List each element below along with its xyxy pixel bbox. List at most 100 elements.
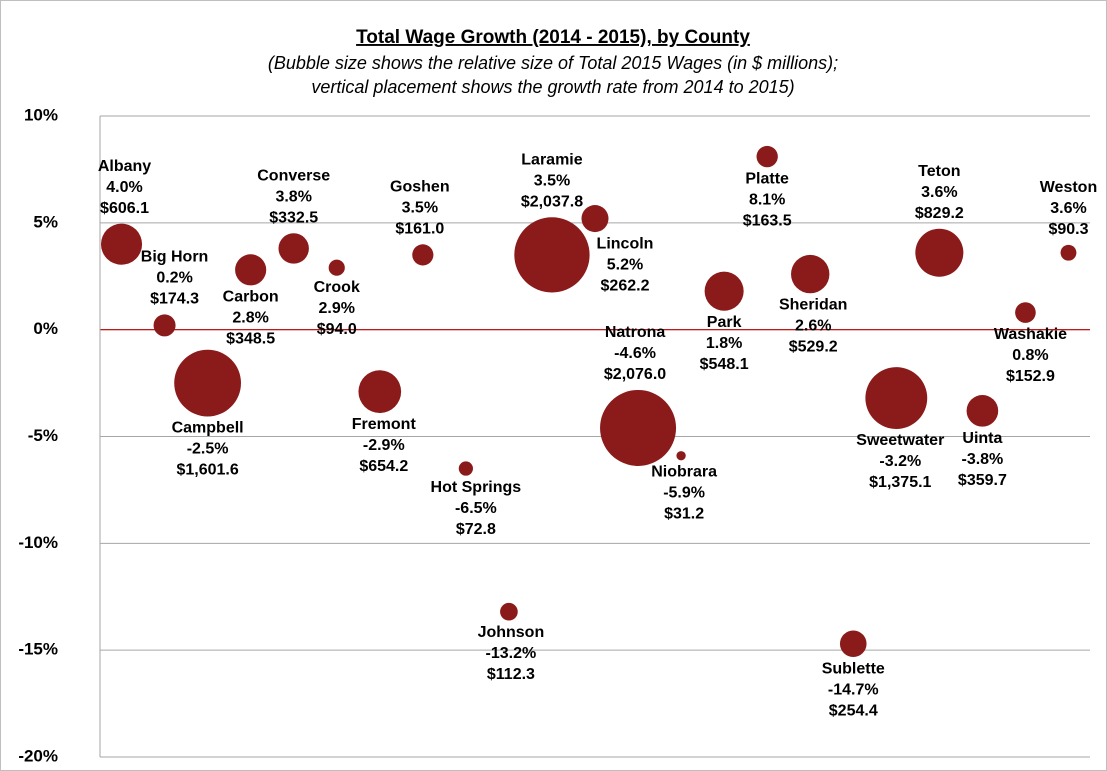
value-label: 4.0% (106, 179, 142, 196)
bubble (756, 145, 778, 168)
size-label: $152.9 (1006, 368, 1055, 385)
size-label: $94.0 (317, 321, 357, 338)
bubble (458, 461, 473, 476)
bubble (278, 233, 309, 264)
size-label: $348.5 (226, 331, 275, 348)
value-label: 5.2% (607, 256, 643, 273)
bubble-name: Big Horn (141, 249, 209, 266)
bubble (676, 451, 686, 461)
value-label: 3.8% (275, 188, 311, 205)
y-tick-label: -10% (18, 533, 58, 552)
bubble (600, 389, 677, 466)
bubble (174, 349, 241, 417)
size-label: $163.5 (743, 212, 792, 229)
size-label: $254.4 (829, 702, 878, 719)
bubble (153, 314, 176, 337)
bubble-name: Natrona (605, 324, 666, 341)
y-tick-label: 0% (33, 319, 58, 338)
bubble (412, 244, 434, 266)
size-label: $2,076.0 (604, 366, 666, 383)
bubble (839, 630, 867, 658)
bubble-name: Campbell (172, 420, 244, 437)
value-label: 3.5% (402, 200, 438, 217)
value-label: 0.2% (156, 270, 192, 287)
y-tick-label: -5% (28, 426, 58, 445)
value-label: -5.9% (663, 485, 705, 502)
value-label: -3.2% (879, 453, 921, 470)
bubble-name: Platte (745, 170, 789, 187)
value-label: -4.6% (614, 345, 656, 362)
value-label: -2.9% (363, 437, 405, 454)
bubble-name: Uinta (962, 430, 1002, 447)
bubble (966, 395, 999, 427)
bubble-name: Fremont (352, 416, 417, 433)
bubble-name: Carbon (223, 289, 279, 306)
y-tick-label: -20% (18, 746, 58, 765)
value-label: 0.8% (1012, 347, 1048, 364)
value-label: 2.8% (232, 310, 268, 327)
y-tick-label: -15% (18, 640, 58, 659)
bubble-name: Laramie (521, 151, 582, 168)
chart-subtitle: vertical placement shows the growth rate… (311, 77, 794, 97)
size-label: $31.2 (664, 506, 704, 523)
value-label: 3.6% (921, 184, 957, 201)
bubble (791, 254, 830, 294)
bubble (358, 370, 402, 413)
bubble (704, 271, 744, 311)
size-label: $112.3 (487, 666, 535, 683)
value-label: 2.6% (795, 318, 831, 335)
value-label: 3.6% (1050, 200, 1086, 217)
value-label: -3.8% (961, 451, 1003, 468)
size-label: $548.1 (700, 356, 749, 373)
bubble (1015, 302, 1036, 323)
bubble-name: Teton (918, 163, 960, 180)
bubble-name: Albany (98, 158, 151, 175)
size-label: $829.2 (915, 205, 964, 222)
bubble-name: Sublette (822, 660, 885, 677)
bubble-name: Sweetwater (856, 432, 944, 449)
bubble-name: Converse (257, 167, 330, 184)
size-label: $332.5 (269, 209, 318, 226)
bubble (581, 205, 609, 233)
size-label: $72.8 (456, 521, 496, 538)
bubble (915, 228, 964, 277)
size-label: $359.7 (958, 472, 1007, 489)
chart-title: Total Wage Growth (2014 - 2015), by Coun… (356, 27, 750, 48)
bubble-name: Sheridan (779, 297, 847, 314)
value-label: -14.7% (828, 681, 879, 698)
size-label: $1,601.6 (176, 462, 238, 479)
value-label: 8.1% (749, 191, 785, 208)
value-label: -2.5% (187, 441, 229, 458)
bubble (100, 223, 143, 265)
bubble (328, 259, 345, 276)
value-label: 2.9% (319, 300, 355, 317)
size-label: $2,037.8 (521, 193, 583, 210)
size-label: $161.0 (395, 221, 444, 238)
value-label: -6.5% (455, 500, 497, 517)
bubble (235, 254, 267, 286)
bubble-name: Goshen (390, 179, 450, 196)
size-label: $174.3 (150, 291, 199, 308)
bubble (514, 217, 590, 293)
size-label: $262.2 (601, 277, 650, 294)
size-label: $1,375.1 (869, 474, 931, 491)
size-label: $654.2 (359, 458, 408, 475)
bubble (865, 367, 928, 429)
value-label: 1.8% (706, 335, 742, 352)
size-label: $529.2 (789, 339, 838, 356)
value-label: -13.2% (486, 645, 537, 662)
size-label: $90.3 (1048, 221, 1088, 238)
bubble-name: Hot Springs (431, 479, 522, 496)
bubble-name: Crook (314, 279, 360, 296)
bubble (1060, 244, 1077, 261)
bubble-name: Niobrara (651, 464, 717, 481)
bubble-name: Park (707, 314, 742, 331)
bubble (500, 602, 518, 621)
y-tick-label: 5% (33, 212, 58, 231)
y-tick-label: 10% (24, 105, 58, 124)
bubble-name: Washakie (994, 326, 1067, 343)
bubble-name: Lincoln (597, 235, 654, 252)
value-label: 3.5% (534, 172, 570, 189)
